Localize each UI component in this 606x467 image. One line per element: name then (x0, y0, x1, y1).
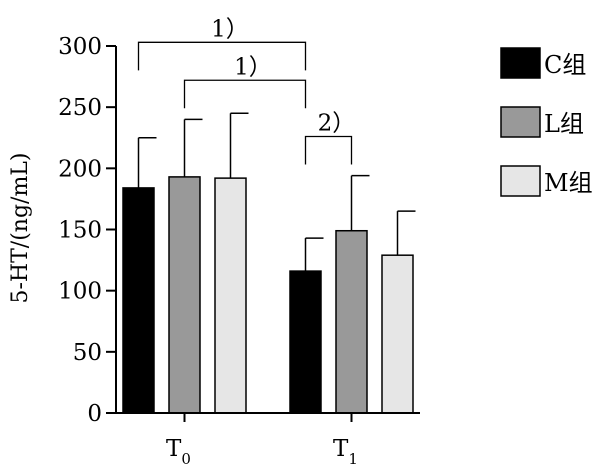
y-tick-label: 50 (73, 340, 102, 366)
legend-label: M组 (544, 169, 593, 197)
bar (289, 270, 322, 414)
x-tick-label-subscript: 1 (348, 450, 358, 467)
y-axis-title: 5-HT/(ng/mL) (8, 152, 33, 303)
legend-label: L组 (544, 110, 584, 138)
legend-swatch (500, 106, 541, 138)
significance-label: 1） (211, 16, 249, 42)
bar (214, 177, 247, 414)
x-tick-label-subscript: 0 (181, 450, 191, 467)
legend-swatch (500, 165, 541, 197)
legend-swatch (500, 47, 541, 79)
significance-brackets: 1） 1） 2） (137, 16, 356, 165)
legend-label: C组 (544, 51, 586, 79)
y-tick-label: 200 (58, 156, 102, 182)
y-axis: 0 50 100 150 200 250 300 (58, 34, 117, 427)
bars (122, 112, 416, 414)
bar (122, 187, 155, 414)
y-tick-label: 300 (58, 34, 102, 60)
bar (335, 229, 368, 414)
significance-label: 2） (318, 111, 356, 137)
significance-bracket (304, 135, 353, 165)
y-tick-label: 100 (58, 279, 102, 305)
y-tick-label: 250 (58, 95, 102, 121)
x-tick-label: T1 (333, 436, 358, 467)
legend: C组 L组 M组 (500, 47, 593, 197)
significance-label: 1） (234, 54, 272, 80)
x-tick-label: T0 (166, 436, 191, 467)
y-tick-label: 0 (87, 401, 102, 427)
significance-bracket (183, 79, 307, 109)
bar (168, 176, 201, 414)
y-tick-label: 150 (58, 218, 102, 244)
significance-bracket (137, 41, 307, 71)
x-axis: T0 T1 (116, 412, 420, 467)
bar (381, 254, 414, 414)
y-axis-title-group: 5-HT/(ng/mL) (8, 152, 33, 303)
